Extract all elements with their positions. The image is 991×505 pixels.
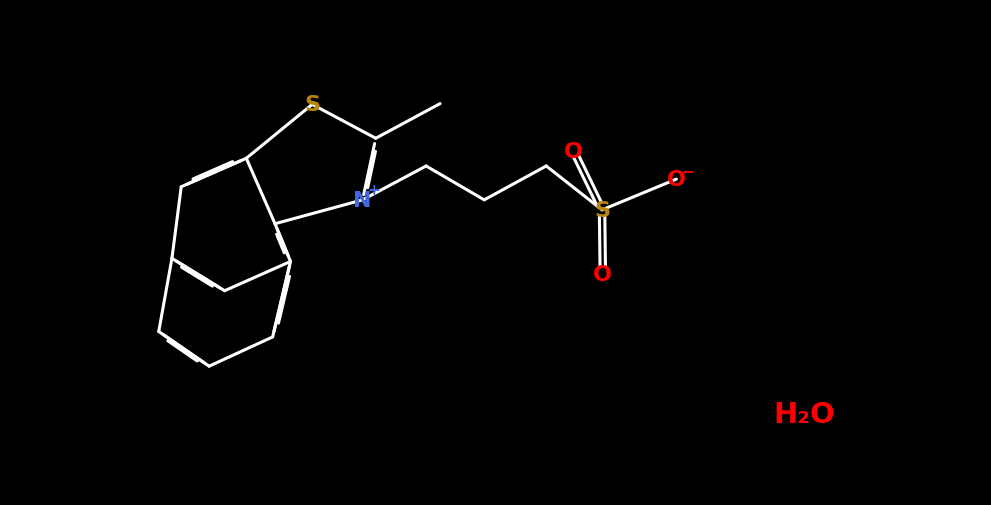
Text: S: S <box>594 200 610 221</box>
Text: N: N <box>354 190 372 211</box>
Text: −: − <box>682 165 695 179</box>
Text: O: O <box>667 170 686 190</box>
Text: H₂O: H₂O <box>773 400 835 428</box>
Text: O: O <box>594 264 612 284</box>
Text: S: S <box>304 95 320 115</box>
Text: +: + <box>367 183 380 198</box>
Text: O: O <box>564 141 583 161</box>
